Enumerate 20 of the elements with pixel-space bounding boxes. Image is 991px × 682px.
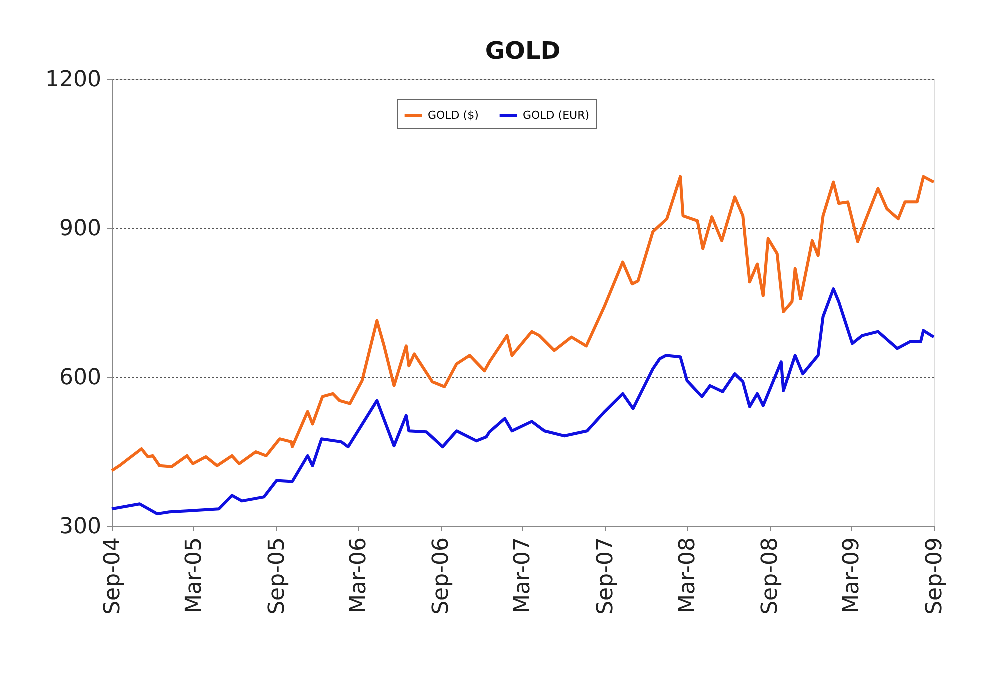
chart-title: GOLD (485, 37, 561, 65)
x-tick-label: Mar-07 (510, 538, 536, 614)
x-tick-label: Mar-09 (840, 538, 865, 614)
x-tick-label: Sep-09 (922, 538, 948, 615)
x-tick-label: Mar-06 (346, 538, 372, 614)
line-series (110, 288, 936, 516)
y-tick-label: 600 (60, 366, 102, 390)
x-tick-label: Sep-04 (100, 538, 126, 615)
line-series (110, 175, 936, 472)
x-tick-label: Sep-07 (593, 538, 618, 615)
x-tick-label: Sep-08 (758, 538, 784, 615)
x-tick-label: Sep-05 (264, 538, 290, 615)
x-tick-label: Mar-05 (182, 538, 207, 614)
y-tick-label: 1200 (46, 68, 102, 92)
x-tick-label: Sep-06 (429, 538, 454, 615)
legend-label: GOLD ($) (428, 108, 479, 122)
y-tick-label: 900 (60, 216, 102, 242)
y-tick-label: 300 (60, 514, 102, 540)
x-tick-label: Mar-08 (675, 538, 700, 614)
legend-label: GOLD (EUR) (523, 108, 590, 122)
